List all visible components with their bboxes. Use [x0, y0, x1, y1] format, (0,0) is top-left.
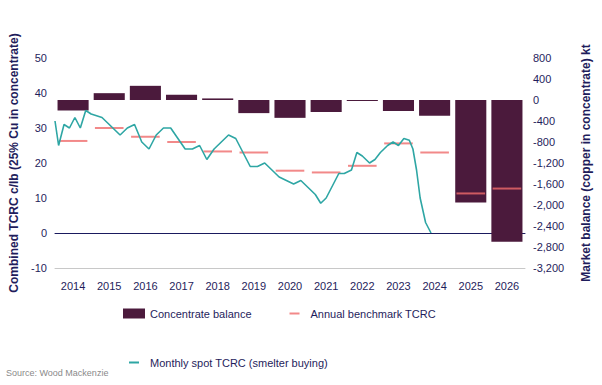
svg-text:Source: Wood Mackenzie: Source: Wood Mackenzie: [6, 368, 108, 378]
svg-text:2017: 2017: [169, 280, 193, 292]
svg-text:Concentrate balance: Concentrate balance: [150, 308, 252, 320]
svg-text:2025: 2025: [459, 280, 483, 292]
svg-text:Annual benchmark TCRC: Annual benchmark TCRC: [311, 308, 436, 320]
svg-text:-800: -800: [533, 136, 555, 148]
svg-text:10: 10: [35, 192, 47, 204]
svg-text:2023: 2023: [386, 280, 410, 292]
svg-text:50: 50: [35, 52, 47, 64]
svg-text:2015: 2015: [97, 280, 121, 292]
svg-text:2020: 2020: [278, 280, 302, 292]
svg-text:-3,200: -3,200: [533, 262, 564, 274]
svg-text:2016: 2016: [133, 280, 157, 292]
svg-text:-2,400: -2,400: [533, 220, 564, 232]
svg-text:2022: 2022: [350, 280, 374, 292]
svg-text:Market balance (copper in conc: Market balance (copper in concentrate) k…: [579, 44, 593, 281]
svg-text:-2,000: -2,000: [533, 199, 564, 211]
svg-text:Combined TCRC c/lb (25% Cu in: Combined TCRC c/lb (25% Cu in concentrat…: [7, 33, 21, 292]
svg-text:2019: 2019: [242, 280, 266, 292]
svg-text:2026: 2026: [495, 280, 519, 292]
svg-text:2014: 2014: [61, 280, 85, 292]
svg-text:400: 400: [533, 73, 551, 85]
svg-text:-1,200: -1,200: [533, 157, 564, 169]
svg-text:0: 0: [533, 94, 539, 106]
svg-text:30: 30: [35, 122, 47, 134]
svg-text:-2,800: -2,800: [533, 241, 564, 253]
svg-text:Monthly spot TCRC (smelter buy: Monthly spot TCRC (smelter buying): [150, 357, 328, 369]
svg-text:20: 20: [35, 157, 47, 169]
svg-text:-10: -10: [31, 262, 47, 274]
svg-text:40: 40: [35, 87, 47, 99]
svg-text:2018: 2018: [205, 280, 229, 292]
svg-text:0: 0: [41, 227, 47, 239]
svg-text:-1,600: -1,600: [533, 178, 564, 190]
svg-text:800: 800: [533, 52, 551, 64]
svg-text:2024: 2024: [422, 280, 446, 292]
svg-text:-400: -400: [533, 115, 555, 127]
svg-text:2021: 2021: [314, 280, 338, 292]
